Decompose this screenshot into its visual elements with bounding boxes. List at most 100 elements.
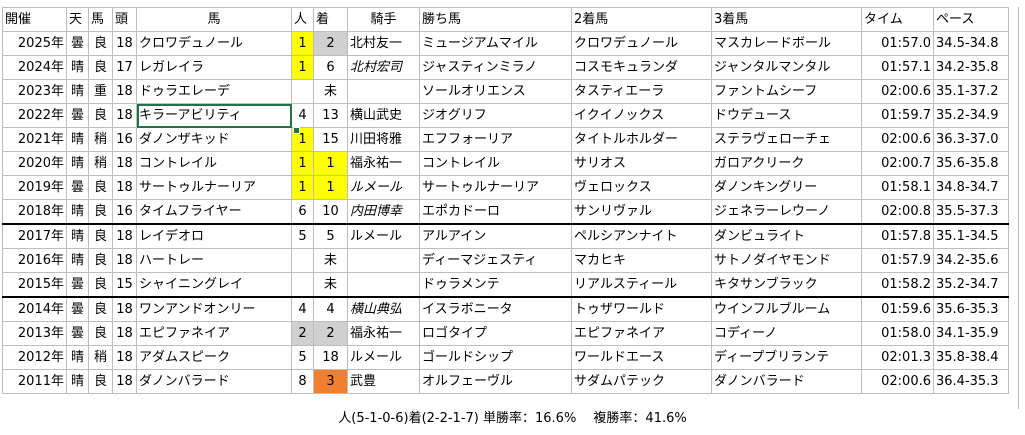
cell-pace[interactable]: 35.2-34.9 xyxy=(933,103,1009,128)
header-track[interactable]: 馬 xyxy=(88,7,113,32)
cell-year[interactable]: 2023年 xyxy=(2,79,67,104)
cell-pace[interactable]: 35.1-34.5 xyxy=(933,223,1009,249)
cell-finish[interactable]: 15 xyxy=(313,127,348,152)
cell-horse[interactable]: サートゥルナーリア xyxy=(136,175,292,200)
cell-popularity[interactable]: 8 xyxy=(291,369,314,394)
cell-runners[interactable]: 18 xyxy=(112,248,137,273)
cell-finish[interactable]: 10 xyxy=(313,199,348,225)
cell-third[interactable]: ファントムシーフ xyxy=(711,79,862,104)
cell-second[interactable]: マカヒキ xyxy=(571,248,712,273)
cell-weather[interactable]: 晴 xyxy=(66,79,89,104)
cell-track[interactable]: 良 xyxy=(88,175,113,200)
cell-track[interactable]: 稍 xyxy=(88,127,113,152)
cell-popularity[interactable]: 6 xyxy=(291,199,314,225)
cell-horse[interactable]: シャイニングレイ xyxy=(136,272,292,298)
cell-finish[interactable]: 1 xyxy=(313,151,348,176)
cell-finish[interactable]: 1 xyxy=(313,175,348,200)
cell-jockey[interactable]: 北村宏司 xyxy=(347,55,420,80)
cell-winner[interactable]: ミュージアムマイル xyxy=(419,31,572,56)
cell-runners[interactable]: 18 xyxy=(112,296,137,322)
cell-third[interactable]: ドウデュース xyxy=(711,103,862,128)
cell-year[interactable]: 2021年 xyxy=(2,127,67,152)
cell-popularity[interactable]: 1 xyxy=(291,55,314,80)
cell-winner[interactable]: ディーマジェスティ xyxy=(419,248,572,273)
selection-fill-handle[interactable] xyxy=(293,127,300,134)
cell-second[interactable]: リアルスティール xyxy=(571,272,712,298)
cell-horse[interactable]: レガレイラ xyxy=(136,55,292,80)
cell-track[interactable]: 良 xyxy=(88,199,113,225)
cell-time[interactable]: 01:57.1 xyxy=(861,55,934,80)
cell-runners[interactable]: 16 xyxy=(112,199,137,225)
cell-jockey[interactable]: ルメール xyxy=(347,345,420,370)
cell-second[interactable]: エピファネイア xyxy=(571,321,712,346)
cell-horse[interactable]: ワンアンドオンリー xyxy=(136,296,292,322)
header-winner[interactable]: 勝ち馬 xyxy=(419,7,572,32)
cell-weather[interactable]: 晴 xyxy=(66,345,89,370)
cell-time[interactable]: 02:00.8 xyxy=(861,199,934,225)
header-jockey[interactable]: 騎手 xyxy=(347,7,420,32)
cell-winner[interactable]: サートゥルナーリア xyxy=(419,175,572,200)
cell-popularity[interactable] xyxy=(291,79,314,104)
cell-weather[interactable]: 晴 xyxy=(66,248,89,273)
cell-third[interactable]: コディーノ xyxy=(711,321,862,346)
cell-third[interactable]: ダノンキングリー xyxy=(711,175,862,200)
cell-time[interactable]: 01:58.2 xyxy=(861,272,934,298)
cell-weather[interactable]: 晴 xyxy=(66,151,89,176)
cell-finish[interactable]: 3 xyxy=(313,369,348,394)
cell-third[interactable]: ジャンタルマンタル xyxy=(711,55,862,80)
cell-horse-selected[interactable]: キラーアビリティ xyxy=(136,103,292,128)
cell-second[interactable]: コスモキュランダ xyxy=(571,55,712,80)
cell-weather[interactable]: 晴 xyxy=(66,199,89,225)
cell-horse[interactable]: コントレイル xyxy=(136,151,292,176)
cell-popularity[interactable]: 2 xyxy=(291,321,314,346)
cell-third[interactable]: ダノンバラード xyxy=(711,369,862,394)
cell-runners[interactable]: 18 xyxy=(112,223,137,249)
cell-second[interactable]: サンリヴァル xyxy=(571,199,712,225)
cell-weather[interactable]: 晴 xyxy=(66,55,89,80)
cell-year[interactable]: 2020年 xyxy=(2,151,67,176)
cell-year[interactable]: 2012年 xyxy=(2,345,67,370)
cell-time[interactable]: 02:00.7 xyxy=(861,151,934,176)
cell-runners[interactable]: 16 xyxy=(112,127,137,152)
header-pace[interactable]: ペース xyxy=(933,7,1009,32)
cell-weather[interactable]: 晴 xyxy=(66,223,89,249)
cell-jockey[interactable]: 川田将雅 xyxy=(347,127,420,152)
cell-winner[interactable]: オルフェーヴル xyxy=(419,369,572,394)
cell-horse[interactable]: レイデオロ xyxy=(136,223,292,249)
cell-finish[interactable]: 18 xyxy=(313,345,348,370)
cell-horse[interactable]: ダノンザキッド xyxy=(136,127,292,152)
cell-finish[interactable]: 13 xyxy=(313,103,348,128)
cell-year[interactable]: 2015年 xyxy=(2,272,67,298)
cell-track[interactable]: 良 xyxy=(88,369,113,394)
cell-jockey[interactable]: 横山武史 xyxy=(347,103,420,128)
cell-track[interactable]: 良 xyxy=(88,223,113,249)
cell-jockey[interactable] xyxy=(347,248,420,273)
cell-horse[interactable]: ダノンバラード xyxy=(136,369,292,394)
cell-second[interactable]: サダムパテック xyxy=(571,369,712,394)
cell-third[interactable]: ダンビュライト xyxy=(711,223,862,249)
cell-popularity[interactable]: 5 xyxy=(291,223,314,249)
header-second[interactable]: 2着馬 xyxy=(571,7,712,32)
cell-time[interactable]: 01:57.9 xyxy=(861,248,934,273)
cell-track[interactable]: 重 xyxy=(88,79,113,104)
header-weather[interactable]: 天 xyxy=(66,7,89,32)
cell-third[interactable]: ステラヴェローチェ xyxy=(711,127,862,152)
cell-year[interactable]: 2018年 xyxy=(2,199,67,225)
cell-runners[interactable]: 18 xyxy=(112,175,137,200)
cell-year[interactable]: 2011年 xyxy=(2,369,67,394)
cell-jockey[interactable] xyxy=(347,79,420,104)
cell-winner[interactable]: ロゴタイプ xyxy=(419,321,572,346)
cell-pace[interactable]: 35.6-35.8 xyxy=(933,151,1009,176)
cell-runners[interactable]: 18 xyxy=(112,79,137,104)
cell-popularity[interactable]: 4 xyxy=(291,296,314,322)
header-horse[interactable]: 馬 xyxy=(136,7,292,32)
cell-weather[interactable]: 晴 xyxy=(66,369,89,394)
cell-finish[interactable]: 4 xyxy=(313,296,348,322)
cell-popularity[interactable] xyxy=(291,248,314,273)
cell-second[interactable]: ペルシアンナイト xyxy=(571,223,712,249)
cell-track[interactable]: 良 xyxy=(88,55,113,80)
cell-year[interactable]: 2013年 xyxy=(2,321,67,346)
cell-jockey[interactable]: 福永祐一 xyxy=(347,151,420,176)
cell-runners[interactable]: 15 xyxy=(112,272,137,298)
header-kaisai[interactable]: 開催 xyxy=(2,7,67,32)
